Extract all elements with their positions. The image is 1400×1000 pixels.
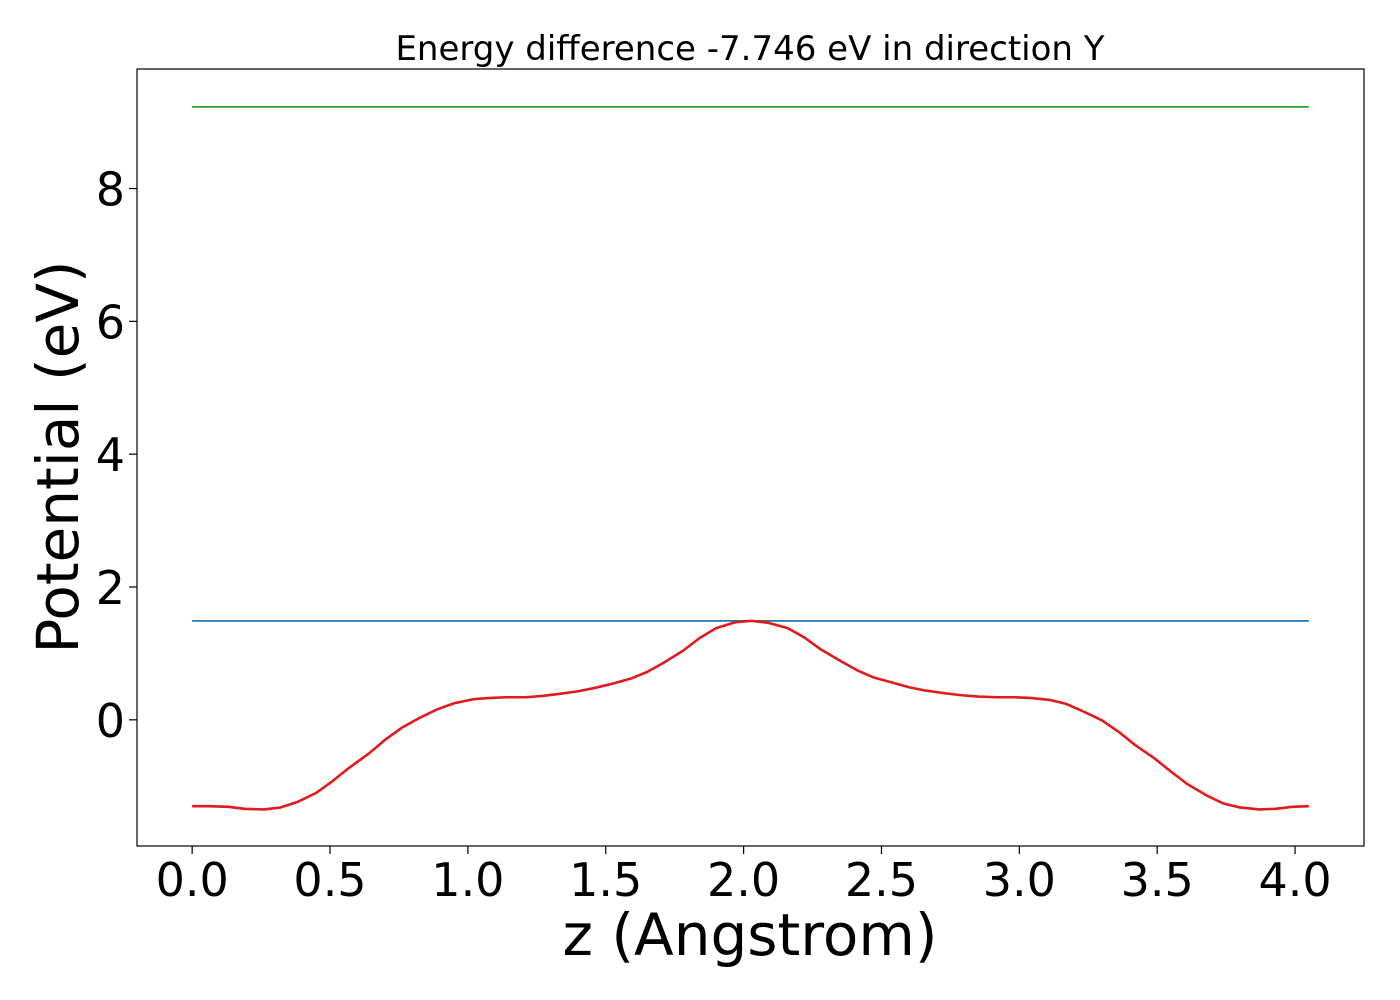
- x-tick-label: 4.0: [1258, 853, 1331, 907]
- x-tick-label: 1.5: [569, 853, 642, 907]
- plot-frame: [136, 68, 1365, 847]
- y-tick-label: 8: [96, 163, 125, 217]
- x-tick-label: 2.0: [707, 853, 780, 907]
- x-tick-label: 3.0: [983, 853, 1056, 907]
- x-tick-label: 0.0: [156, 853, 229, 907]
- y-axis: 0 2 4 6 8: [96, 163, 137, 748]
- x-axis: 0.0 0.5 1.0 1.5 2.0 2.5 3.0 3.5 4.0: [156, 846, 1332, 907]
- x-tick-label: 0.5: [293, 853, 366, 907]
- y-tick-label: 6: [96, 295, 125, 349]
- y-tick-label: 4: [96, 428, 125, 482]
- series-line-3: [192, 619, 1309, 811]
- y-tick-label: 0: [96, 694, 125, 748]
- series-layer: [192, 105, 1309, 811]
- y-tick-label: 2: [96, 561, 125, 615]
- x-tick-label: 1.0: [431, 853, 504, 907]
- x-tick-label: 2.5: [845, 853, 918, 907]
- y-axis-label: Potential (eV): [24, 260, 92, 653]
- x-axis-label: z (Angstrom): [563, 901, 938, 969]
- chart-title: Energy difference -7.746 eV in direction…: [395, 29, 1104, 69]
- x-tick-label: 3.5: [1121, 853, 1194, 907]
